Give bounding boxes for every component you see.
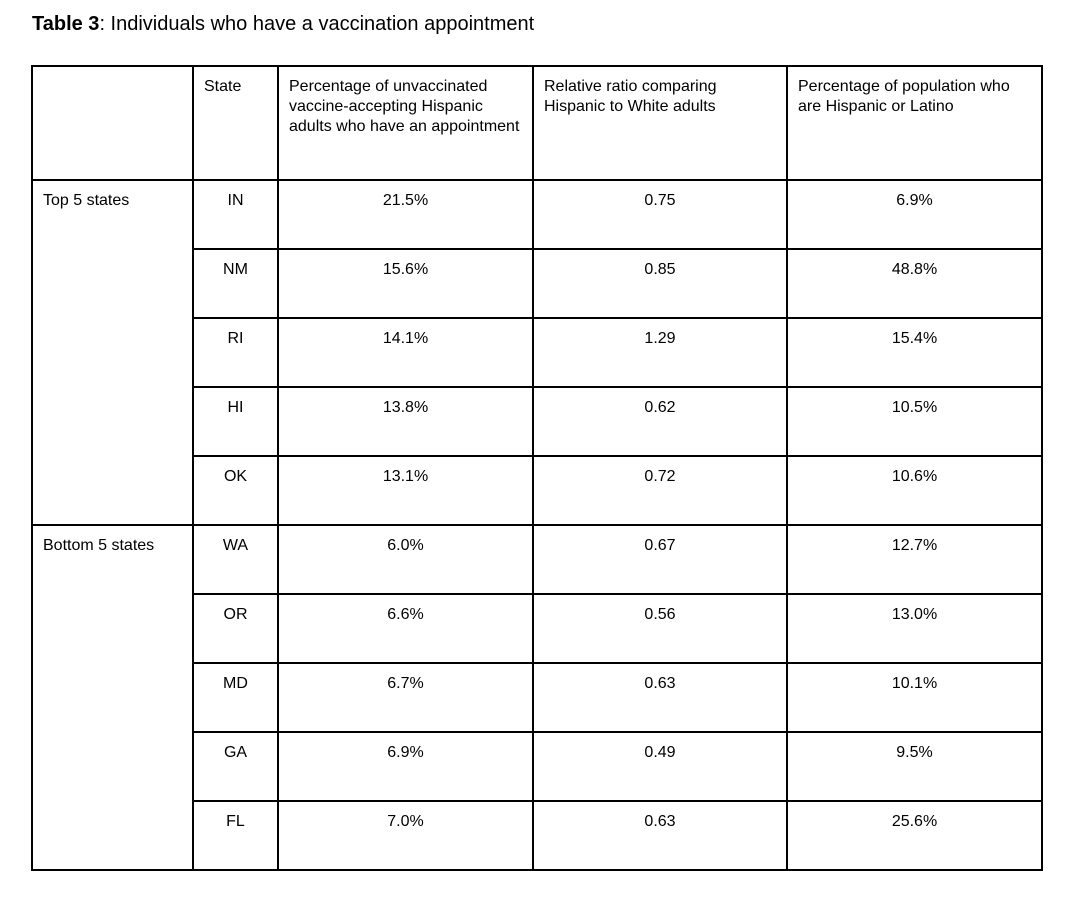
cell-pct-population: 10.6% [786, 455, 1043, 526]
header-cell-relative-ratio: Relative ratio comparing Hispanic to Whi… [532, 65, 788, 181]
cell-pct-population: 12.7% [786, 524, 1043, 595]
cell-relative-ratio: 0.49 [532, 731, 788, 802]
table-row: FL 7.0% 0.63 25.6% [32, 800, 1043, 871]
cell-state: RI [192, 317, 279, 388]
cell-pct-population: 10.1% [786, 662, 1043, 733]
header-row: State Percentage of unvaccinated vaccine… [31, 65, 1043, 181]
table-caption: Table 3: Individuals who have a vaccinat… [32, 11, 534, 37]
vaccination-appointment-table: State Percentage of unvaccinated vaccine… [31, 65, 1043, 871]
cell-relative-ratio: 0.72 [532, 455, 788, 526]
cell-pct-population: 48.8% [786, 248, 1043, 319]
table-row: MD 6.7% 0.63 10.1% [32, 662, 1043, 733]
table-row: HI 13.8% 0.62 10.5% [32, 386, 1043, 457]
cell-relative-ratio: 0.62 [532, 386, 788, 457]
table-row: OK 13.1% 0.72 10.6% [32, 455, 1043, 526]
cell-pct-appointment: 13.8% [277, 386, 534, 457]
table-row: GA 6.9% 0.49 9.5% [32, 731, 1043, 802]
table-caption-text: : Individuals who have a vaccination app… [99, 13, 535, 35]
cell-relative-ratio: 1.29 [532, 317, 788, 388]
cell-pct-appointment: 13.1% [277, 455, 534, 526]
cell-state: OK [192, 455, 279, 526]
cell-pct-population: 6.9% [786, 179, 1043, 250]
cell-pct-appointment: 6.0% [277, 524, 534, 595]
cell-state: MD [192, 662, 279, 733]
table-caption-number: Table 3 [32, 13, 100, 35]
cell-pct-appointment: 21.5% [277, 179, 534, 250]
table-row: Top 5 states IN 21.5% 0.75 6.9% [31, 179, 1043, 526]
cell-state: FL [192, 800, 279, 871]
cell-state: WA [192, 524, 279, 595]
cell-state: IN [192, 179, 279, 250]
table-row: Bottom 5 states WA 6.0% 0.67 12.7% [31, 524, 1043, 871]
cell-relative-ratio: 0.67 [532, 524, 788, 595]
header-cell-empty [31, 65, 194, 181]
cell-pct-population: 25.6% [786, 800, 1043, 871]
cell-state: NM [192, 248, 279, 319]
header-cell-pct-appointment: Percentage of unvaccinated vaccine-accep… [277, 65, 534, 181]
cell-state: GA [192, 731, 279, 802]
header-cell-state: State [192, 65, 279, 181]
cell-relative-ratio: 0.85 [532, 248, 788, 319]
cell-pct-appointment: 15.6% [277, 248, 534, 319]
cell-relative-ratio: 0.63 [532, 800, 788, 871]
cell-state: HI [192, 386, 279, 457]
cell-pct-appointment: 6.7% [277, 662, 534, 733]
header-cell-pct-population: Percentage of population who are Hispani… [786, 65, 1043, 181]
group-cell-bottom-5: Bottom 5 states [31, 524, 194, 871]
cell-pct-population: 15.4% [786, 317, 1043, 388]
cell-relative-ratio: 0.75 [532, 179, 788, 250]
cell-pct-appointment: 14.1% [277, 317, 534, 388]
cell-pct-population: 10.5% [786, 386, 1043, 457]
cell-pct-population: 9.5% [786, 731, 1043, 802]
cell-pct-population: 13.0% [786, 593, 1043, 664]
group-cell-top-5: Top 5 states [31, 179, 194, 526]
table-row: OR 6.6% 0.56 13.0% [32, 593, 1043, 664]
cell-pct-appointment: 6.9% [277, 731, 534, 802]
table-row: RI 14.1% 1.29 15.4% [32, 317, 1043, 388]
table-row: NM 15.6% 0.85 48.8% [32, 248, 1043, 319]
cell-relative-ratio: 0.56 [532, 593, 788, 664]
cell-pct-appointment: 6.6% [277, 593, 534, 664]
cell-pct-appointment: 7.0% [277, 800, 534, 871]
cell-relative-ratio: 0.63 [532, 662, 788, 733]
cell-state: OR [192, 593, 279, 664]
